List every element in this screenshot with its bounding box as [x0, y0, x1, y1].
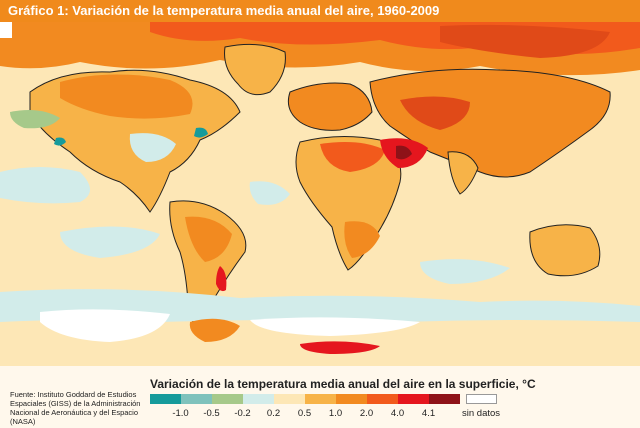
sahara-hot-area — [320, 142, 385, 172]
pacific-teal-spot — [54, 137, 66, 146]
legend-label-0-5: 0.5 — [297, 408, 312, 419]
greenland — [224, 43, 286, 96]
pacific-cool-patch-1 — [0, 167, 90, 204]
chart-title: Gráfico 1: Variación de la temperatura m… — [0, 0, 640, 22]
middle-east-deep-hot-spot — [396, 145, 412, 160]
central-asia-hot-area — [400, 96, 470, 130]
india-landmass — [447, 151, 479, 195]
no-data-antarctic-belt — [250, 317, 420, 336]
argentina-hot-spot — [216, 266, 227, 292]
southern-africa-warm-area — [344, 221, 380, 258]
pacific-green-patch — [10, 110, 60, 129]
legend-swatch-6 — [305, 394, 336, 404]
antarctic-hot-sliver — [300, 341, 380, 354]
legend-label-minus-1-0: -1.0 — [172, 408, 189, 419]
temperature-map — [0, 22, 640, 366]
canada-warm-area — [60, 74, 193, 119]
pacific-cool-patch-2 — [60, 226, 160, 258]
legend-label-4-0: 4.0 — [390, 408, 405, 419]
legend-swatch-1 — [150, 394, 181, 404]
australia-landmass — [529, 224, 601, 277]
legend-label-4-1: 4.1 — [421, 408, 436, 419]
south-pacific-cool-patch — [420, 259, 510, 284]
legend-label-minus-0-5: -0.5 — [203, 408, 220, 419]
legend-label-no-data: sin datos — [462, 408, 501, 419]
atlantic-teal-spot — [194, 127, 208, 138]
legend-label-2-0: 2.0 — [359, 408, 374, 419]
antarctic-warm-patch — [189, 318, 240, 342]
map-svg — [0, 22, 640, 366]
legend-swatch-7 — [336, 394, 367, 404]
legend-swatch-4 — [243, 394, 274, 404]
legend-swatch-no-data — [466, 394, 497, 404]
atlantic-cool-patch — [249, 181, 290, 205]
legend-swatch-2 — [181, 394, 212, 404]
asia-landmass — [369, 68, 611, 178]
legend-swatch-5 — [274, 394, 305, 404]
south-america-warm-area — [185, 216, 232, 262]
legend-swatch-3 — [212, 394, 243, 404]
legend-swatch-8 — [367, 394, 398, 404]
legend-swatch-10 — [429, 394, 460, 404]
source-note: Fuente: Instituto Goddard de Estudios Es… — [10, 390, 141, 426]
siberia-hot-area — [440, 24, 610, 58]
europe-landmass — [287, 82, 373, 131]
us-cool-area — [129, 133, 176, 162]
legend-label-1-0: 1.0 — [328, 408, 343, 419]
legend-label-minus-0-2: -0.2 — [234, 408, 251, 419]
no-data-top-left — [0, 22, 12, 38]
no-data-southern-ocean — [40, 309, 170, 342]
legend-swatch-9 — [398, 394, 429, 404]
legend-label-0-2: 0.2 — [266, 408, 281, 419]
legend-title: Variación de la temperatura media anual … — [150, 377, 536, 391]
